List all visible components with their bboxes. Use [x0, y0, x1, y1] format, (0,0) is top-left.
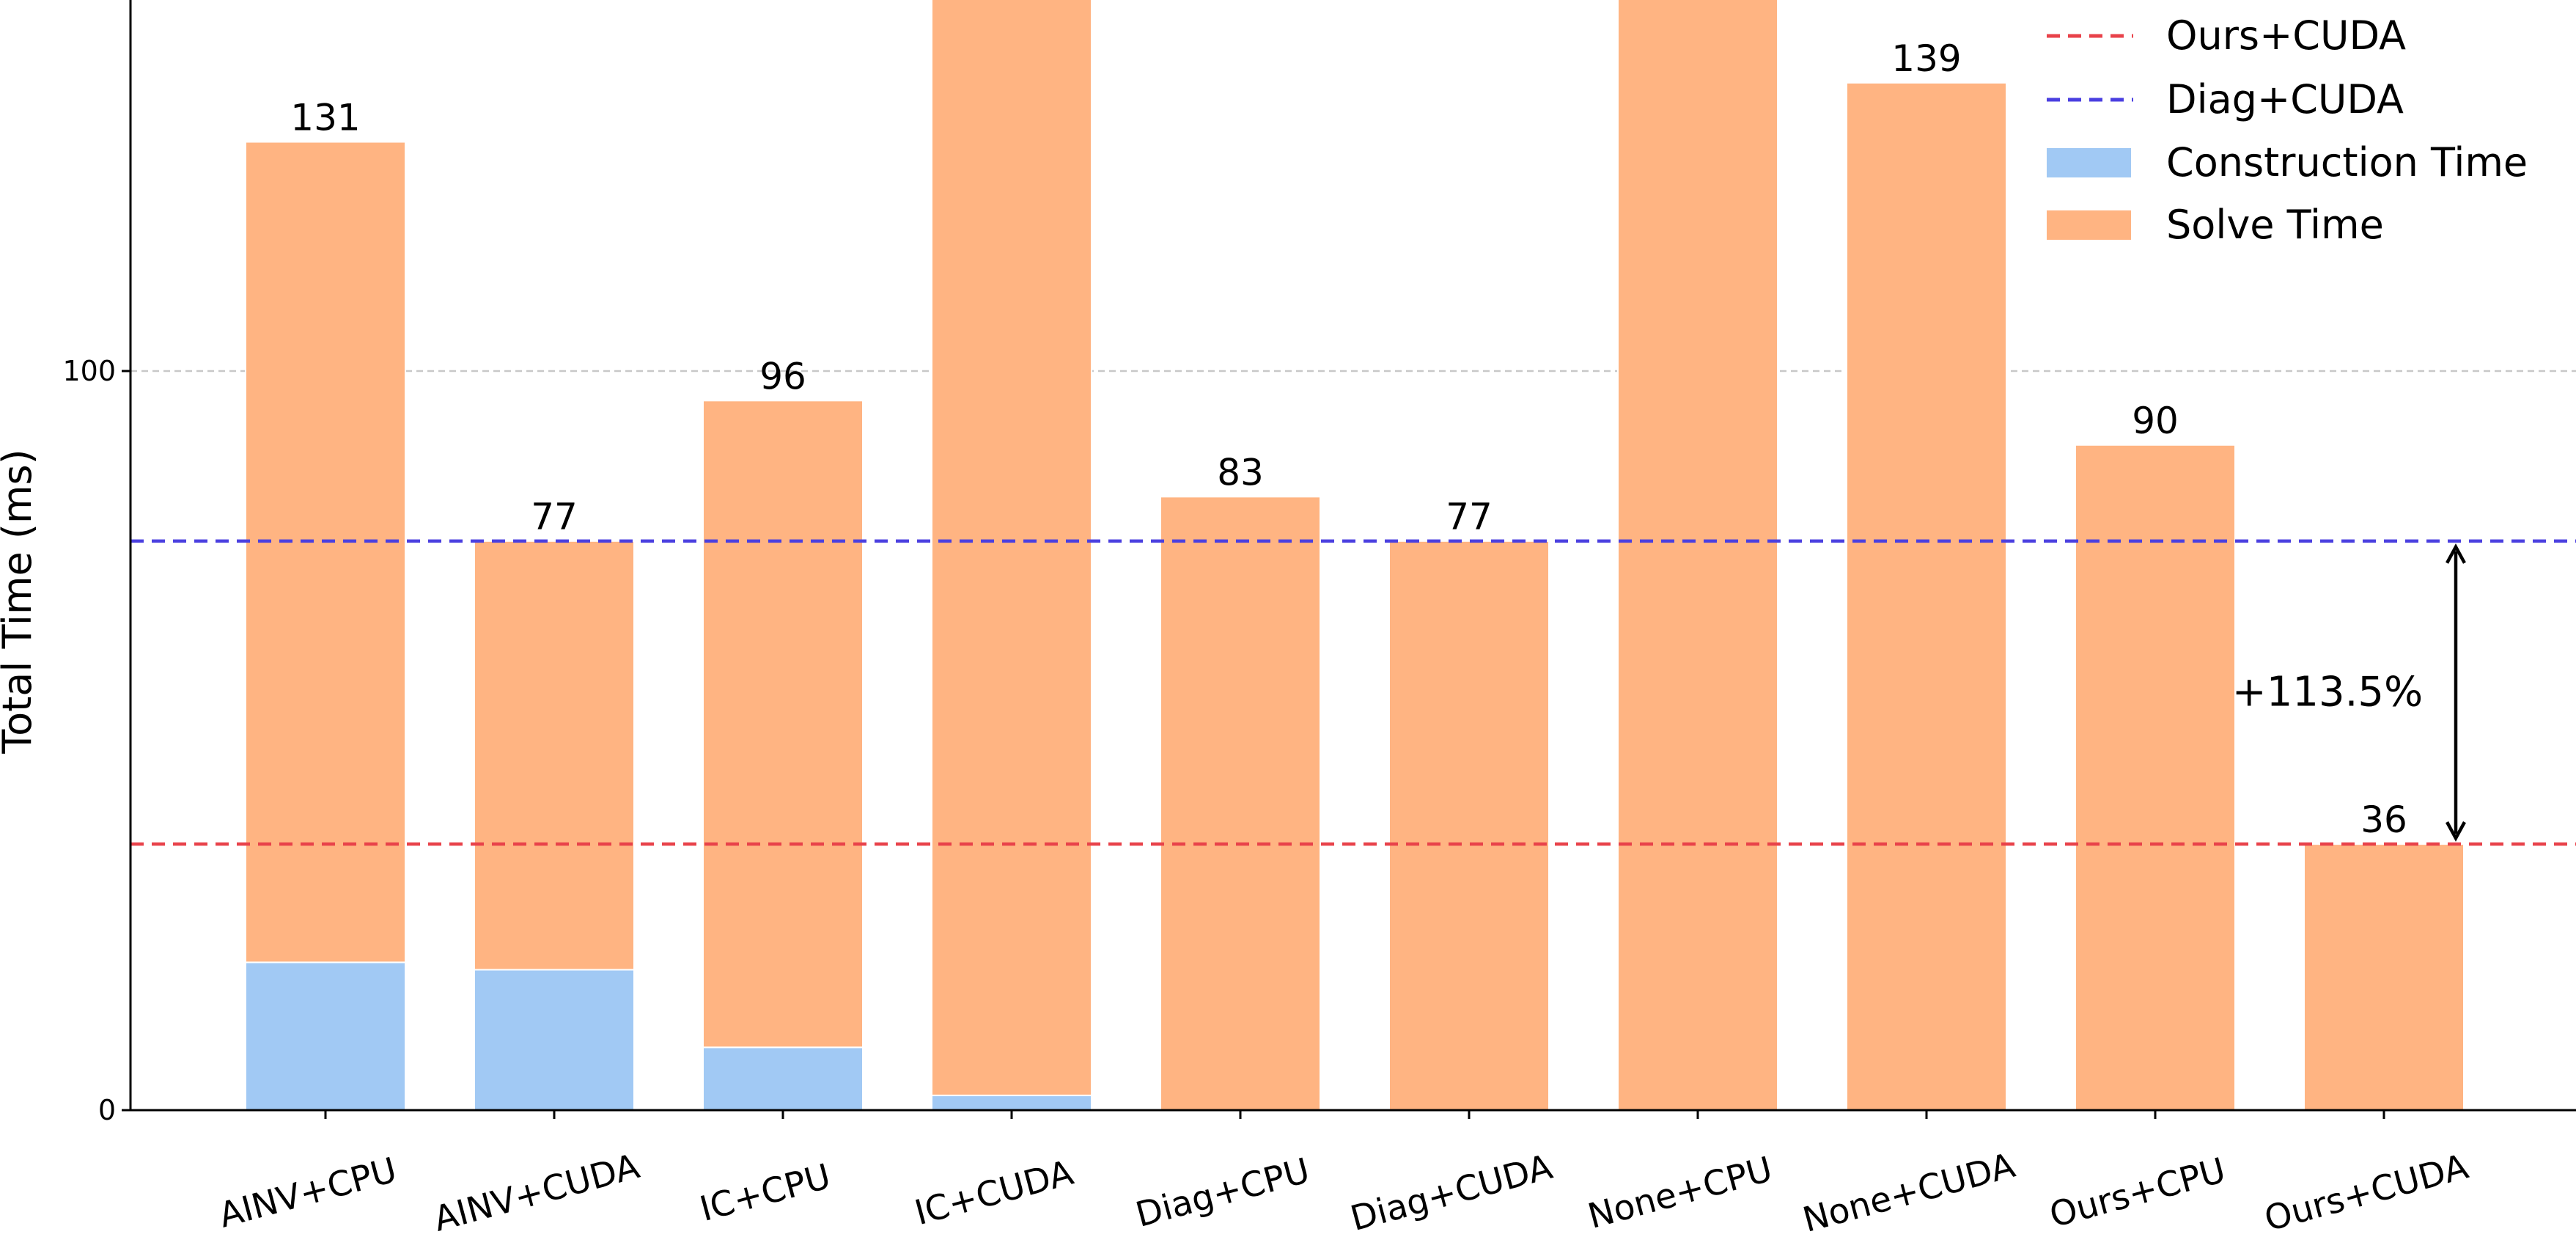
value-label-ainv-cpu: 131	[290, 97, 360, 139]
x-tick-label-ours-cpu: Ours+CPU	[2045, 1150, 2229, 1236]
bars	[245, 0, 2465, 1112]
annotation-arrow-head-up	[2446, 543, 2466, 564]
bar-solve-time-diag-cuda	[1388, 540, 1550, 1111]
value-label-diag-cpu: 83	[1217, 451, 1264, 493]
x-tick-label-ainv-cpu: AINV+CPU	[215, 1150, 401, 1236]
legend: Ours+CUDA Diag+CUDA Construction Time So…	[2047, 12, 2528, 248]
y-tick-label-0: 0	[98, 1094, 116, 1126]
legend-swatch-construction-time	[2047, 148, 2131, 177]
bar-solve-time-diag-cpu	[1160, 496, 1321, 1111]
bar-solve-time-ainv-cpu	[245, 141, 406, 963]
x-tick-label-none-cuda: None+CUDA	[1799, 1145, 2020, 1241]
legend-label-construction-time: Construction Time	[2166, 139, 2528, 186]
value-label-ic-cpu: 96	[759, 355, 806, 397]
x-tick-label-diag-cpu: Diag+CPU	[1132, 1150, 1314, 1236]
value-labels: 131779616783771611399036	[290, 37, 2407, 841]
bar-solve-time-ic-cuda	[931, 0, 1092, 1096]
bar-solve-time-none-cpu	[1617, 0, 1778, 1112]
annotation-arrow-head-down	[2446, 821, 2466, 842]
y-tick-label-100: 100	[62, 355, 116, 387]
x-tick-label-ic-cpu: IC+CPU	[696, 1156, 835, 1230]
legend-label-solve-time: Solve Time	[2166, 202, 2384, 248]
improvement-annotation: +113.5%	[2232, 543, 2466, 842]
legend-label-diag-cuda: Diag+CUDA	[2166, 76, 2404, 122]
value-label-ours-cpu: 90	[2132, 400, 2179, 442]
value-label-diag-cuda: 77	[1446, 496, 1493, 538]
bar-construction-time-ic-cuda	[931, 1094, 1092, 1111]
x-tick-label-none-cpu: None+CPU	[1583, 1149, 1776, 1237]
y-axis-title: Total Time (ms)	[0, 449, 40, 754]
x-tick-label-ic-cuda: IC+CUDA	[910, 1153, 1078, 1233]
x-tick-label-diag-cuda: Diag+CUDA	[1347, 1147, 1557, 1239]
legend-label-ours-cuda: Ours+CUDA	[2166, 12, 2406, 59]
value-label-ainv-cuda: 77	[531, 496, 578, 538]
bar-solve-time-ours-cuda	[2303, 843, 2465, 1111]
bar-solve-time-ic-cpu	[702, 400, 864, 1049]
x-tick-label-ours-cuda: Ours+CUDA	[2260, 1147, 2472, 1240]
reference-lines	[130, 539, 2576, 846]
annotation-label: +113.5%	[2232, 668, 2423, 716]
value-label-none-cuda: 139	[1891, 37, 1961, 80]
value-label-ours-cuda: 36	[2360, 799, 2407, 841]
bar-solve-time-ainv-cuda	[474, 540, 635, 971]
bar-construction-time-ainv-cuda	[474, 969, 635, 1111]
bar-solve-time-none-cuda	[1846, 81, 2007, 1111]
bar-construction-time-ic-cpu	[702, 1046, 864, 1111]
bar-construction-time-ainv-cpu	[245, 961, 406, 1112]
legend-swatch-solve-time	[2047, 210, 2131, 240]
x-tick-label-ainv-cuda: AINV+CUDA	[430, 1146, 644, 1240]
bar-solve-time-ours-cpu	[2075, 444, 2236, 1111]
